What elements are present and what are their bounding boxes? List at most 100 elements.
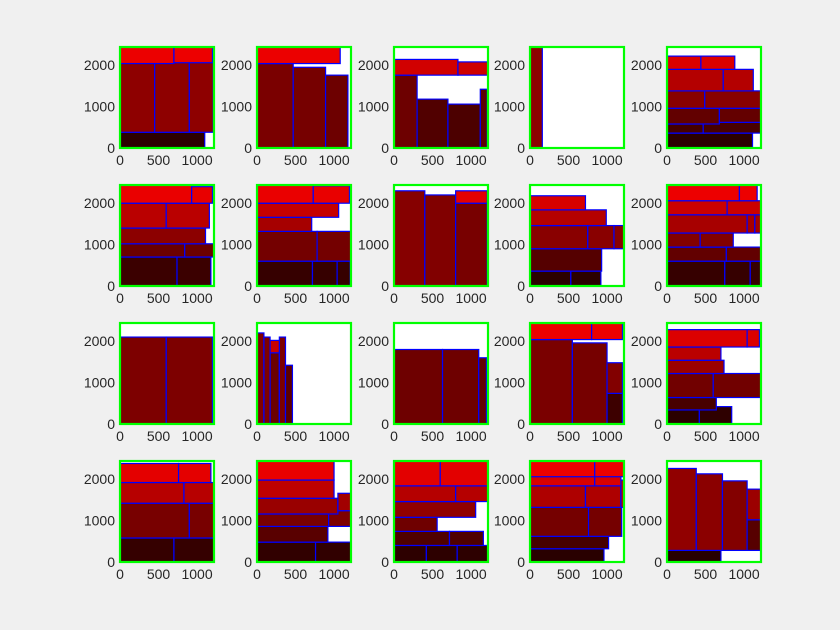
packed-rectangle [176,256,212,287]
container-outline [392,183,490,288]
container-outline [528,183,626,288]
y-tick-label: 2000 [84,471,115,487]
packed-rectangle [700,55,736,70]
packed-rectangle [119,202,167,229]
packed-rectangle [119,184,193,204]
y-tick-label: 2000 [631,471,662,487]
y-tick-label: 1000 [358,513,389,529]
x-tick-label: 0 [116,152,124,168]
y-tick-label: 1000 [221,513,252,529]
packed-rectangle [613,224,625,250]
x-tick-label: 0 [390,290,398,306]
x-tick-label: 1000 [318,152,349,168]
subplot-9: 0 500 1000 0 1000 2000 [494,183,626,306]
packed-rectangle [177,462,212,484]
packed-rectangle [256,541,317,563]
packed-rectangle [606,362,624,394]
container-outline [118,45,216,150]
x-tick-label: 500 [557,290,581,306]
packed-rectangle [749,260,762,287]
subplot-18: 0 500 1000 0 1000 2000 [358,459,490,582]
packed-rectangle [666,549,722,563]
packed-rectangle [666,372,714,399]
packed-rectangle [571,342,608,425]
x-tick-label: 0 [526,290,534,306]
subplot-14: 0 500 1000 0 1000 2000 [494,321,626,444]
packed-rectangle [722,68,754,92]
packed-rectangle [529,224,589,250]
x-tick-label: 0 [663,290,671,306]
y-tick-label: 1000 [631,237,662,253]
y-tick-label: 1000 [84,237,115,253]
subplot-13: 0 500 1000 0 1000 2000 [358,321,490,444]
x-tick-label: 0 [253,428,261,444]
packed-rectangle [666,260,726,287]
packed-rectangle [456,544,489,563]
x-tick-label: 1000 [591,566,622,582]
packed-rectangle [119,256,178,287]
x-tick-label: 500 [557,152,581,168]
subplot-6: 0 500 1000 0 1000 2000 [84,183,216,306]
y-tick-label: 1000 [84,375,115,391]
packed-rectangle [165,336,214,425]
y-tick-label: 0 [381,140,389,156]
packed-rectangle [587,224,615,250]
x-tick-label: 500 [421,290,445,306]
packed-rectangle [425,544,458,563]
packed-rectangle [256,216,313,232]
container-outline [255,45,353,150]
packed-rectangle [666,467,697,552]
packed-rectangle [457,61,489,76]
packed-rectangle [441,348,480,425]
x-tick-label: 500 [284,566,308,582]
packed-rectangle [479,88,488,149]
packed-rectangle [256,513,330,528]
packed-rectangle [256,46,341,65]
x-tick-label: 0 [663,152,671,168]
container-outline [392,321,490,426]
y-tick-label: 0 [517,140,525,156]
packed-rectangle [666,184,741,202]
subplot-12: 0 500 1000 0 1000 2000 [221,321,353,444]
y-tick-label: 0 [107,140,115,156]
packed-rectangle [447,103,481,149]
packed-rectangle [529,46,543,149]
x-tick-label: 0 [390,152,398,168]
packed-rectangle [393,516,438,532]
x-tick-label: 1000 [318,290,349,306]
x-tick-label: 500 [147,566,171,582]
packed-rectangle [587,506,623,537]
x-tick-label: 1000 [728,152,759,168]
packed-rectangle [184,243,215,258]
y-tick-label: 1000 [494,375,525,391]
x-tick-label: 1000 [318,428,349,444]
x-tick-label: 1000 [181,152,212,168]
y-tick-label: 0 [107,278,115,294]
y-tick-label: 0 [244,278,252,294]
container-outline [665,321,763,426]
packed-rectangle [746,519,762,552]
subplot-3: 0 500 1000 0 1000 2000 [358,45,490,168]
subplot-1: 0 500 1000 0 1000 2000 [84,45,216,168]
y-tick-label: 0 [381,554,389,570]
container-outline [255,321,353,426]
packed-rectangle [439,460,489,487]
y-tick-label: 2000 [221,471,252,487]
packed-rectangle [666,409,700,425]
y-tick-label: 1000 [494,99,525,115]
packed-rectangle [256,479,335,499]
packed-rectangle [119,537,175,563]
x-tick-label: 500 [284,290,308,306]
packed-rectangle [256,497,339,515]
packed-rectangle [284,364,294,425]
packed-rectangle [529,460,596,478]
packed-rectangle [119,131,206,149]
x-tick-label: 1000 [181,290,212,306]
x-tick-label: 0 [253,566,261,582]
packed-rectangle [312,185,351,204]
x-tick-label: 500 [694,566,718,582]
x-tick-label: 500 [147,152,171,168]
packed-rectangle [191,186,214,204]
x-tick-label: 0 [116,290,124,306]
subplot-17: 0 500 1000 0 1000 2000 [221,459,353,582]
